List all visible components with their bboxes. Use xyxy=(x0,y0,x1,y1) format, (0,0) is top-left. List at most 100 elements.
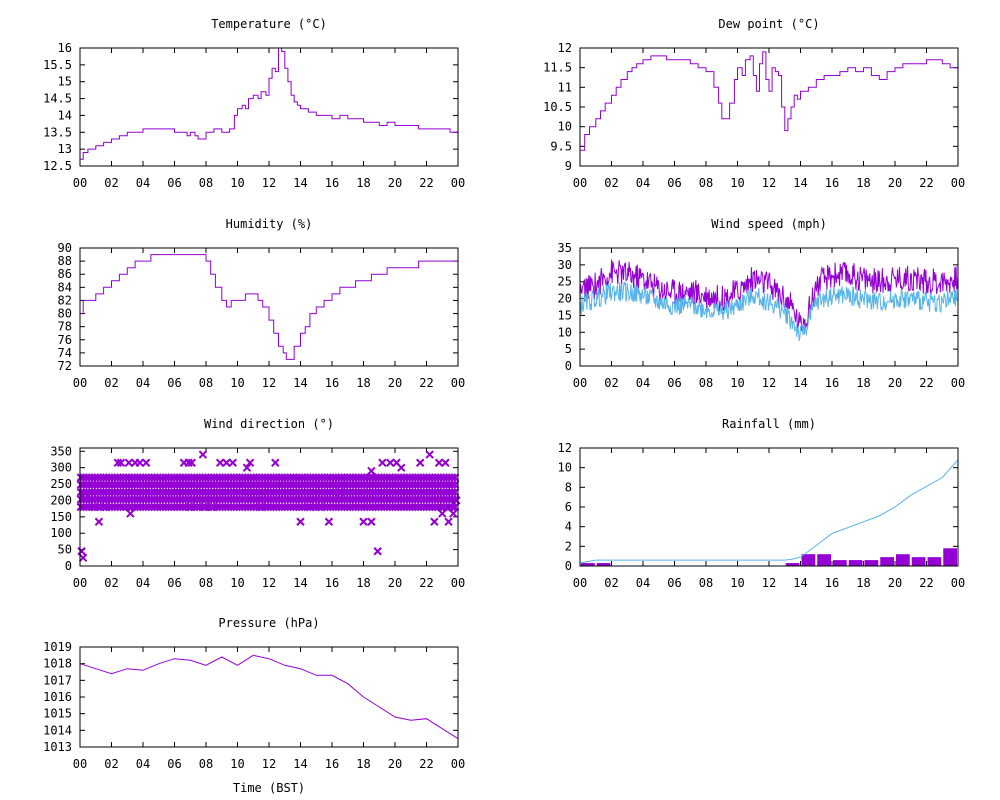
y-tick-label: 350 xyxy=(50,444,72,458)
direction-point xyxy=(386,458,395,467)
x-tick-label: 16 xyxy=(325,176,339,190)
y-tick-label: 2 xyxy=(565,539,572,553)
y-tick-label: 1017 xyxy=(43,673,72,687)
x-tick-label: 20 xyxy=(388,757,402,771)
y-tick-label: 8 xyxy=(565,480,572,494)
direction-point xyxy=(335,488,345,497)
direction-point xyxy=(359,517,368,526)
x-tick-label: 02 xyxy=(104,376,118,390)
x-tick-label: 08 xyxy=(199,176,213,190)
direction-point xyxy=(126,509,135,518)
dewpoint-chart: Dew point (°C) 00 02 04 06 08 10 12 14 16 18 20 22 00… xyxy=(543,17,965,190)
direction-point xyxy=(198,450,208,459)
x-tick-label: 16 xyxy=(325,576,339,590)
rainfall-bar xyxy=(896,554,910,566)
x-tick-label: 04 xyxy=(136,757,150,771)
y-tick-label: 13 xyxy=(58,142,72,156)
y-tick-label: 76 xyxy=(58,333,72,347)
y-tick-label: 15 xyxy=(558,308,572,322)
rainfall-bar xyxy=(880,557,894,566)
y-tick-label: 10.5 xyxy=(543,100,572,114)
x-tick-label: 08 xyxy=(199,757,213,771)
y-tick-label: 15.5 xyxy=(43,58,72,72)
y-tick-label: 30 xyxy=(558,258,572,272)
x-tick-label: 14 xyxy=(293,576,307,590)
y-tick-label: 6 xyxy=(565,500,572,514)
direction-point xyxy=(305,502,315,512)
direction-point xyxy=(80,494,89,504)
plot-frame xyxy=(79,447,459,567)
x-tick-label: 08 xyxy=(199,376,213,390)
series-speed xyxy=(579,281,959,342)
pressure-chart: Pressure (hPa) 00 02 04 06 08 10 12 14 16 18 20 22 00… xyxy=(43,616,465,795)
x-tick-label: 00 xyxy=(451,376,465,390)
y-tick-label: 10 xyxy=(558,325,572,339)
series-humidity xyxy=(80,254,459,360)
y-tick-label: 13.5 xyxy=(43,125,72,139)
y-tick-label: 1015 xyxy=(43,707,72,721)
direction-point xyxy=(452,496,461,505)
rainfall-bar xyxy=(848,560,863,566)
x-tick-label: 08 xyxy=(699,376,713,390)
direction-point xyxy=(324,517,334,526)
x-tick-label: 14 xyxy=(293,176,307,190)
humidity-chart: Humidity (%)00 02 04 06 08 10 12 14 16 18 20 22 0072… xyxy=(58,217,466,390)
y-tick-label: 5 xyxy=(565,342,572,356)
plot-frame xyxy=(579,447,959,567)
x-tick-label: 18 xyxy=(856,576,870,590)
x-tick-label: 20 xyxy=(388,376,402,390)
direction-point xyxy=(296,517,305,526)
series-temperature xyxy=(80,47,459,160)
x-tick-label: 12 xyxy=(262,757,276,771)
y-tick-label: 9 xyxy=(565,159,572,173)
y-tick-label: 300 xyxy=(50,461,72,475)
rainfall-bar xyxy=(581,563,595,566)
series-gust xyxy=(579,259,959,332)
y-tick-label: 84 xyxy=(58,280,72,294)
direction-point xyxy=(186,502,195,512)
rainfall-bar xyxy=(864,560,879,566)
x-tick-label: 14 xyxy=(293,757,307,771)
direction-point xyxy=(441,458,450,467)
y-tick-label: 72 xyxy=(58,359,72,373)
x-tick-label: 00 xyxy=(573,176,587,190)
rainfall-chart: Rainfall (mm)00 02 04 06 08 10 12 14 16 18 20 22 000… xyxy=(558,417,966,590)
direction-point xyxy=(187,458,197,467)
y-tick-label: 82 xyxy=(58,293,72,307)
series-cumulative xyxy=(579,459,959,564)
x-tick-label: 04 xyxy=(636,176,650,190)
plot-frame xyxy=(79,247,459,367)
y-tick-label: 1018 xyxy=(43,657,72,671)
direction-point xyxy=(450,488,460,497)
y-tick-label: 88 xyxy=(58,254,72,268)
direction-point xyxy=(256,502,266,512)
plot-frame xyxy=(579,47,959,167)
x-tick-label: 20 xyxy=(888,376,902,390)
direction-point xyxy=(367,466,376,476)
chart-title: Wind speed (mph) xyxy=(711,217,827,231)
y-tick-label: 10 xyxy=(558,120,572,134)
x-tick-label: 22 xyxy=(419,576,433,590)
direction-point xyxy=(228,458,237,467)
direction-point xyxy=(266,502,275,512)
direction-point xyxy=(373,547,382,556)
chart-title: Dew point (°C) xyxy=(718,17,819,31)
series-pressure xyxy=(79,654,459,740)
x-tick-label: 22 xyxy=(419,376,433,390)
direction-point xyxy=(116,458,126,467)
x-tick-label: 00 xyxy=(573,576,587,590)
x-tick-label: 00 xyxy=(73,757,87,771)
x-tick-label: 20 xyxy=(388,576,402,590)
rainfall-bar xyxy=(927,557,942,566)
x-tick-label: 00 xyxy=(451,176,465,190)
x-tick-label: 02 xyxy=(604,576,618,590)
x-tick-label: 06 xyxy=(167,176,181,190)
x-tick-label: 14 xyxy=(793,576,807,590)
x-tick-label: 10 xyxy=(230,757,244,771)
direction-point xyxy=(447,502,457,512)
rainfall-bar xyxy=(801,554,816,566)
direction-point xyxy=(141,458,151,467)
x-tick-label: 10 xyxy=(730,376,744,390)
x-tick-label: 10 xyxy=(730,176,744,190)
